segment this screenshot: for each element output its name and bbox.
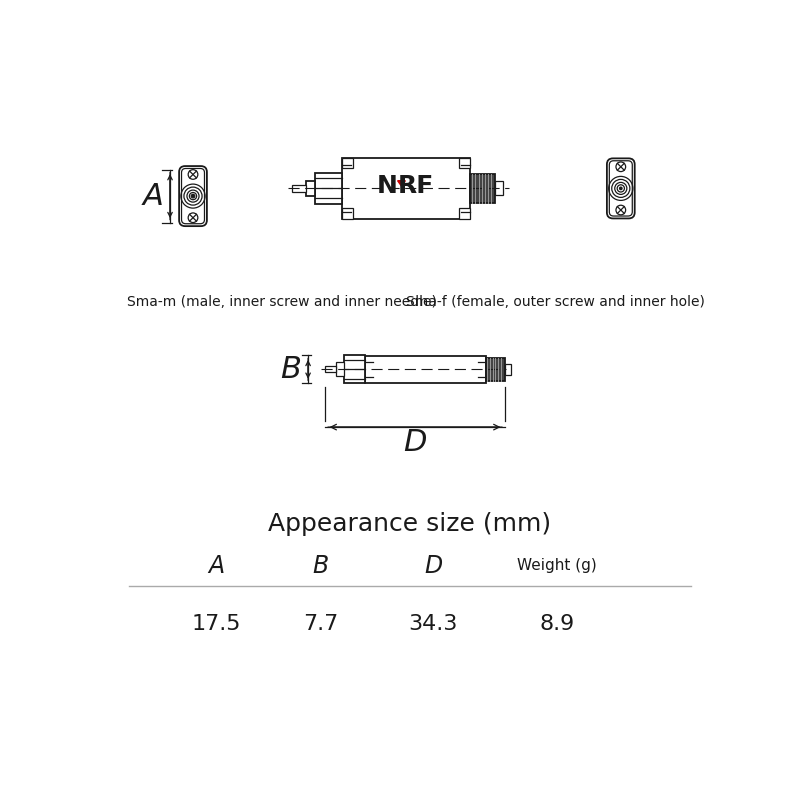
Bar (505, 364, 511, 374)
Text: A: A (208, 554, 224, 578)
Text: 17.5: 17.5 (191, 614, 241, 634)
Polygon shape (398, 181, 406, 186)
Circle shape (619, 187, 622, 190)
Bar (342, 158, 353, 168)
Text: 8.9: 8.9 (540, 614, 575, 634)
Text: Sma-f (female, outer screw and inner hole): Sma-f (female, outer screw and inner hol… (406, 294, 705, 309)
Text: Weight (g): Weight (g) (518, 558, 597, 573)
FancyBboxPatch shape (607, 158, 634, 218)
Text: Appearance size (mm): Appearance size (mm) (269, 512, 551, 536)
Bar (342, 209, 353, 219)
Text: 34.3: 34.3 (409, 614, 458, 634)
FancyBboxPatch shape (610, 161, 632, 216)
Text: B: B (281, 355, 302, 384)
Bar (495, 182, 502, 195)
Bar (366, 356, 486, 383)
Bar (306, 181, 315, 196)
Circle shape (192, 195, 194, 197)
Bar (459, 209, 470, 219)
Text: A: A (142, 182, 163, 210)
Text: 7.7: 7.7 (303, 614, 338, 634)
Bar (342, 158, 470, 219)
Text: RF: RF (398, 174, 434, 198)
Text: B: B (313, 554, 329, 578)
Bar (325, 366, 336, 373)
Text: Sma-m (male, inner screw and inner needle): Sma-m (male, inner screw and inner needl… (127, 294, 437, 309)
Bar (315, 173, 342, 204)
Bar (336, 362, 344, 376)
Bar (486, 358, 505, 381)
Bar (470, 174, 495, 203)
Text: D: D (424, 554, 442, 578)
Bar (459, 158, 470, 168)
Text: N: N (377, 174, 398, 198)
FancyBboxPatch shape (182, 169, 205, 224)
Text: D: D (403, 428, 426, 457)
FancyBboxPatch shape (179, 166, 207, 226)
Bar (344, 355, 366, 383)
Bar (292, 185, 306, 192)
